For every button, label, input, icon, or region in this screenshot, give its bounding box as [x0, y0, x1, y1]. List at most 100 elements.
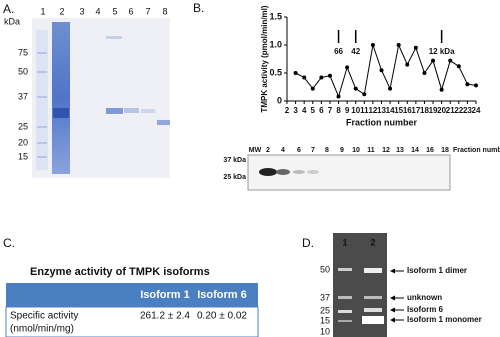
- band: [364, 308, 382, 312]
- point: [422, 71, 427, 75]
- x-tick-label: 12: [368, 106, 377, 115]
- lane-label: 2: [59, 6, 64, 16]
- band: [293, 170, 305, 174]
- point: [448, 58, 453, 63]
- marker-label: 25: [18, 121, 28, 131]
- unit-label: kDa: [4, 16, 20, 26]
- arrow-head: [390, 307, 395, 313]
- x-tick-label: 18: [420, 106, 429, 115]
- band: [364, 268, 382, 273]
- x-tick-label: 2: [285, 106, 290, 115]
- point: [362, 92, 367, 97]
- marker-label: 50: [18, 66, 28, 76]
- row-label: (nmol/min/mg): [10, 324, 74, 335]
- point: [388, 86, 393, 91]
- x-tick-label: 20: [437, 106, 446, 115]
- panel-label: D.: [302, 236, 314, 250]
- x-tick-label: 4: [302, 106, 307, 115]
- band: [338, 296, 352, 299]
- lane-label: 11: [367, 147, 375, 154]
- x-tick-label: 24: [472, 106, 481, 115]
- column-header: Isoform 6: [197, 289, 247, 301]
- band: [106, 36, 122, 39]
- arrow-head: [390, 268, 395, 274]
- band-label: unknown: [407, 293, 442, 302]
- lane-label: 6: [128, 6, 133, 16]
- lane-label: 8: [325, 147, 329, 154]
- lane-label: 2: [370, 237, 375, 247]
- point: [431, 58, 436, 63]
- size-label: 42: [351, 47, 360, 56]
- y-tick-label: 0: [277, 95, 282, 105]
- lysate-lane: [52, 22, 70, 174]
- band: [259, 168, 277, 176]
- marker-label: 20: [18, 137, 28, 147]
- mw-label: MW: [249, 147, 262, 154]
- x-tick-label: 11: [360, 106, 369, 115]
- point: [396, 43, 401, 47]
- band: [106, 108, 123, 114]
- x-tick-label: 22: [454, 106, 463, 115]
- marker-band: [37, 71, 47, 73]
- band: [276, 169, 290, 175]
- point: [413, 45, 418, 50]
- table-row: [5, 306, 259, 337]
- lane-label: 14: [411, 147, 419, 154]
- y-tick-label: 1.5: [269, 11, 282, 21]
- marker-label: 15: [320, 315, 330, 325]
- marker-band: [37, 156, 47, 158]
- point: [302, 75, 307, 80]
- marker-label: 75: [18, 47, 28, 57]
- x-tick-label: 21: [446, 106, 455, 115]
- panel-label: C.: [3, 236, 15, 250]
- size-label: 66: [334, 47, 343, 56]
- marker-label: 10: [320, 326, 330, 336]
- marker-label: 15: [18, 151, 28, 161]
- point: [465, 82, 470, 87]
- band: [141, 109, 155, 113]
- x-tick-label: 16: [403, 106, 412, 115]
- marker-label: 37: [320, 292, 330, 302]
- lane-label: 1: [40, 6, 45, 16]
- table-cell: 0.20 ± 0.02: [197, 311, 247, 322]
- point: [370, 43, 375, 47]
- lane-label: 9: [340, 147, 344, 154]
- marker-band: [37, 142, 47, 144]
- lane-label: 4: [281, 147, 285, 154]
- point: [310, 86, 315, 91]
- x-tick-label: 6: [319, 106, 324, 115]
- x-tick-label: 3: [293, 106, 298, 115]
- band: [53, 108, 69, 118]
- band: [338, 320, 352, 322]
- marker-band: [37, 96, 47, 98]
- marker-lane: [36, 30, 48, 170]
- lane-label: 13: [396, 147, 404, 154]
- lane-label: 1: [342, 237, 347, 247]
- lane-label: 2: [266, 147, 270, 154]
- marker-label: 37: [18, 91, 28, 101]
- band-label: Isoform 1 dimer: [407, 266, 467, 275]
- lane-label: 5: [112, 6, 117, 16]
- gel-axis-label: Fraction number: [453, 147, 500, 154]
- lane-label: 7: [311, 147, 315, 154]
- point: [293, 71, 298, 75]
- point: [345, 65, 350, 70]
- table-title: Enzyme activity of TMPK isoforms: [30, 266, 210, 278]
- lane-label: 7: [145, 6, 150, 16]
- arrow-head: [390, 317, 395, 323]
- band: [338, 310, 352, 313]
- table-cell: 261.2 ± 2.4: [140, 311, 190, 322]
- lane-label: 8: [162, 6, 167, 16]
- band: [307, 170, 319, 174]
- x-tick-label: 7: [328, 106, 333, 115]
- y-tick-label: 0.5: [269, 67, 282, 77]
- marker-band: [37, 52, 47, 54]
- y-tick-label: 1.0: [269, 39, 282, 49]
- point: [336, 94, 341, 99]
- point: [319, 75, 324, 80]
- band: [364, 296, 382, 299]
- marker-label: 25: [320, 305, 330, 315]
- column-header: Isoform 1: [140, 289, 190, 301]
- lane-label: 18: [441, 147, 449, 154]
